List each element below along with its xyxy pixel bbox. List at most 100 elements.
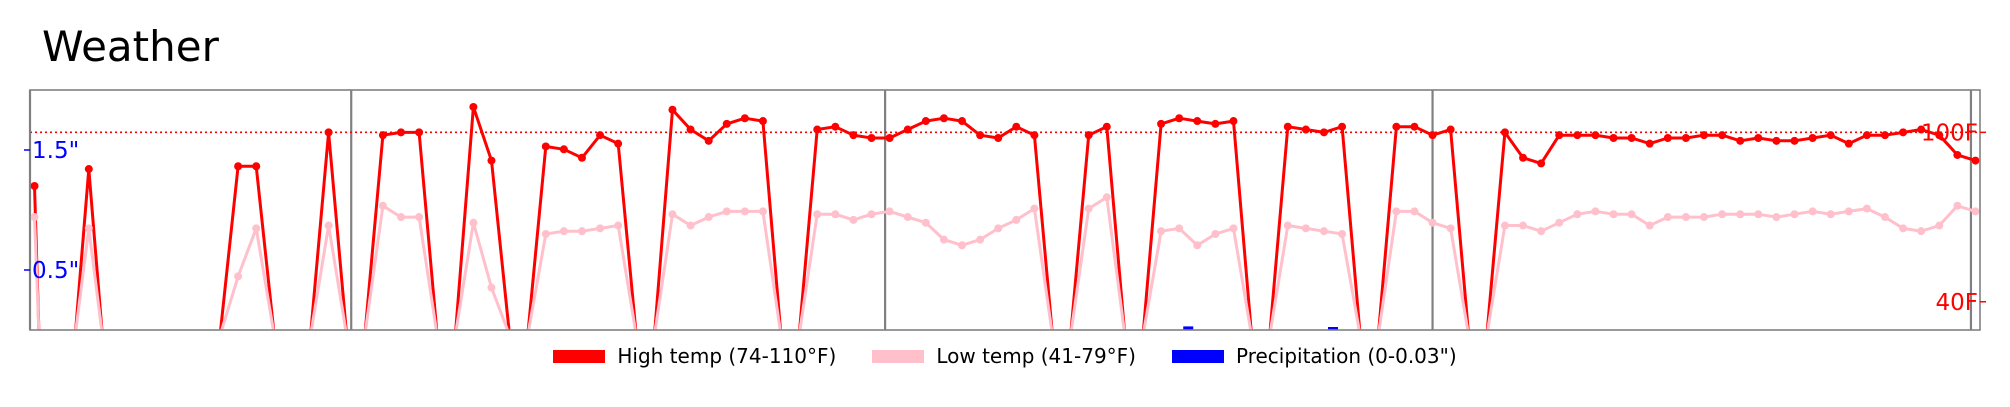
- series-point-1-26: [614, 221, 623, 230]
- series-point-1-98: [1917, 227, 1926, 236]
- series-point-0-70: [1410, 122, 1419, 131]
- series-point-0-96: [1880, 131, 1889, 140]
- legend-swatch-low: [872, 349, 925, 363]
- series-point-0-34: [758, 117, 767, 126]
- series-point-1-90: [1772, 213, 1781, 222]
- series-point-0-82: [1627, 134, 1636, 142]
- series-point-0-65: [1319, 128, 1328, 137]
- legend-item-high: High temp (74-110°F): [553, 344, 836, 368]
- series-point-1-79: [1573, 210, 1582, 219]
- plot-frame: [29, 89, 1981, 331]
- series-point-0-95: [1862, 131, 1871, 140]
- series-point-0-89: [1754, 134, 1763, 142]
- series-point-0-90: [1772, 136, 1781, 145]
- series-point-0-78: [1555, 131, 1564, 140]
- series-point-0-41: [885, 134, 894, 142]
- series-point-0-79: [1573, 131, 1582, 140]
- series-point-0-23: [559, 145, 568, 154]
- series-point-0-53: [1102, 122, 1111, 131]
- series-point-1-32: [722, 207, 731, 216]
- series-point-1-22: [541, 230, 550, 238]
- series-point-1-56: [1157, 227, 1166, 236]
- series-point-0-97: [1899, 128, 1908, 137]
- series-point-1-82: [1627, 210, 1636, 219]
- series-point-1-41: [885, 207, 894, 216]
- series-point-0-87: [1718, 131, 1727, 140]
- series-point-1-84: [1663, 213, 1672, 222]
- series-point-1-15: [415, 213, 424, 222]
- series-point-0-71: [1428, 131, 1437, 140]
- series-point-1-70: [1410, 207, 1419, 216]
- series-point-0-45: [958, 117, 967, 126]
- series-layer: [30, 102, 1980, 330]
- series-point-0-42: [903, 125, 912, 134]
- series-point-0-76: [1519, 153, 1528, 162]
- series-point-0-85: [1681, 134, 1690, 142]
- series-point-1-66: [1338, 230, 1347, 238]
- series-point-1-45: [958, 241, 967, 250]
- series-point-0-15: [415, 128, 424, 137]
- series-point-1-34: [758, 207, 767, 216]
- series-point-1-46: [976, 235, 985, 244]
- series-point-1-96: [1880, 213, 1889, 222]
- series-point-1-69: [1392, 207, 1401, 216]
- series-point-1-25: [596, 224, 605, 233]
- series-point-1-94: [1844, 207, 1853, 216]
- series-point-0-24: [577, 153, 586, 162]
- series-point-0-26: [614, 139, 623, 148]
- series-point-1-14: [396, 213, 405, 222]
- series-point-1-7: [252, 224, 261, 233]
- legend-label-low: Low temp (41-79°F): [936, 344, 1136, 368]
- series-point-1-31: [704, 213, 713, 222]
- series-point-1-88: [1736, 210, 1745, 219]
- axis-ticks: 0.5" 1.5" 40F 100F: [24, 120, 1986, 316]
- series-point-0-31: [704, 136, 713, 145]
- series-point-0-86: [1700, 131, 1709, 140]
- series-point-0-77: [1537, 159, 1546, 168]
- series-point-1-85: [1681, 213, 1690, 222]
- series-point-0-6: [234, 162, 243, 171]
- precip-bar-0: [1183, 326, 1194, 330]
- series-point-0-22: [541, 142, 550, 151]
- precip-bar-1: [1328, 327, 1339, 330]
- series-point-0-30: [686, 125, 695, 134]
- right-tick-label-1: 100F: [1921, 120, 1978, 146]
- series-point-1-6: [234, 272, 243, 281]
- series-point-1-63: [1283, 221, 1292, 230]
- series-point-0-13: [378, 131, 387, 140]
- series-point-1-37: [813, 210, 822, 219]
- series-point-1-92: [1808, 207, 1817, 216]
- series-point-1-80: [1591, 207, 1600, 216]
- series-point-1-39: [849, 215, 858, 224]
- series-point-1-76: [1519, 221, 1528, 230]
- series-point-0-69: [1392, 122, 1401, 131]
- series-point-0-49: [1030, 131, 1039, 140]
- series-point-1-97: [1899, 224, 1908, 233]
- series-point-1-52: [1084, 204, 1093, 213]
- series-point-0-101: [1971, 156, 1980, 165]
- series-point-0-58: [1193, 117, 1202, 126]
- series-point-1-13: [378, 201, 387, 210]
- series-point-1-99: [1935, 221, 1944, 230]
- series-point-1-44: [939, 235, 948, 244]
- series-point-1-87: [1718, 210, 1727, 219]
- series-point-1-93: [1826, 210, 1835, 219]
- series-point-0-98: [1917, 125, 1926, 134]
- left-tick-label-1: 1.5": [32, 138, 79, 164]
- series-point-0-81: [1609, 134, 1618, 142]
- left-tick-label-0: 0.5": [32, 258, 79, 284]
- series-point-0-100: [1953, 150, 1962, 159]
- series-point-0-52: [1084, 131, 1093, 140]
- legend-item-precipitation: Precipitation (0-0.03"): [1171, 344, 1457, 368]
- series-point-1-95: [1862, 204, 1871, 213]
- series-point-0-92: [1808, 134, 1817, 142]
- series-point-1-48: [1012, 215, 1021, 224]
- series-point-0-56: [1157, 119, 1166, 128]
- series-point-1-101: [1971, 207, 1980, 216]
- series-point-1-59: [1211, 230, 1220, 238]
- series-point-0-25: [596, 131, 605, 140]
- series-point-0-18: [469, 102, 478, 111]
- series-point-1-91: [1790, 210, 1799, 219]
- series-point-0-57: [1175, 114, 1184, 123]
- series-point-0-37: [813, 125, 822, 134]
